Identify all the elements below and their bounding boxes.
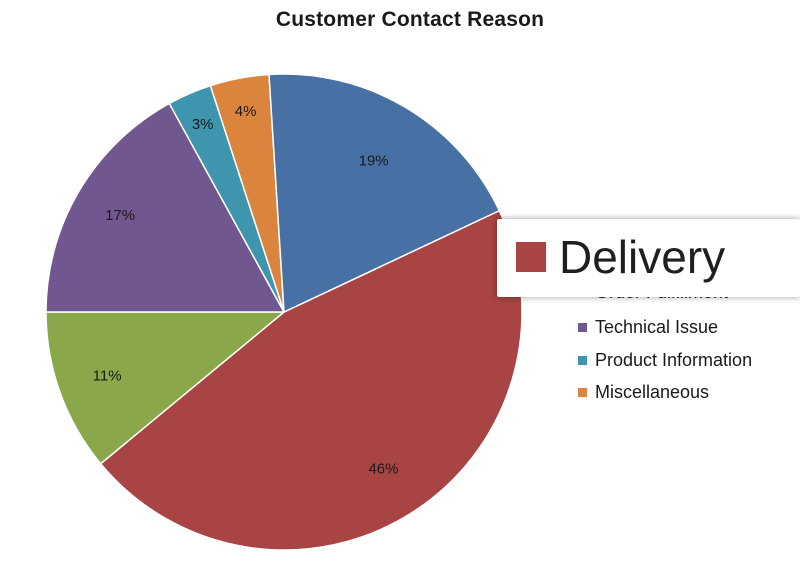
- pie-slice: [268, 73, 501, 314]
- slice-data-label: 46%: [368, 461, 398, 478]
- legend-item-miscellaneous: Miscellaneous: [575, 380, 800, 404]
- pie-slice-labels: 46% 11% 17% 3% 4% 19%: [93, 103, 399, 478]
- legend-swatch: [578, 388, 587, 397]
- legend-swatch: [578, 356, 587, 365]
- slice-data-label: 11%: [93, 368, 122, 385]
- slice-data-label: 19%: [359, 152, 389, 169]
- pie-slice-delivery: [99, 209, 523, 551]
- legend-swatch: [578, 323, 587, 332]
- legend-item-technical-issue: Technical Issue: [575, 315, 800, 339]
- magnified-legend-entry: Delivery: [497, 219, 800, 297]
- legend-label: Technical Issue: [595, 317, 719, 337]
- slice-data-label: 3%: [192, 116, 214, 133]
- magnified-legend-label: Delivery: [559, 231, 726, 283]
- pie-slice-order-fulfillment: [45, 311, 287, 465]
- pie-slices: [45, 73, 523, 551]
- magnified-legend-swatch: [516, 242, 546, 272]
- legend-item-product-information: Product Information: [575, 348, 800, 372]
- slice-data-label: 4%: [235, 103, 257, 120]
- pie-slice-technical-issue: [45, 102, 286, 313]
- legend-label: Product Information: [595, 350, 753, 370]
- slice-data-label: 17%: [105, 207, 135, 224]
- chart-title: Customer Contact Reason: [275, 8, 545, 31]
- legend-label: Miscellaneous: [595, 382, 710, 402]
